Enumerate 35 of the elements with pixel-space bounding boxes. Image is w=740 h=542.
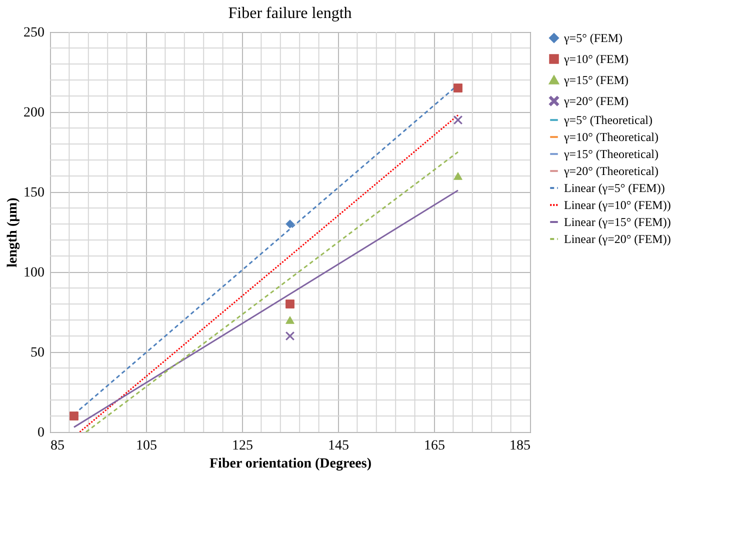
legend-label: γ=5° (FEM): [563, 31, 623, 45]
x-tick-label: 145: [328, 438, 349, 454]
y-tick-label: 250: [24, 26, 44, 40]
x-tick-label: 185: [510, 438, 530, 454]
legend-label: γ=5° (Theoretical): [563, 113, 652, 127]
x-tick-label: 125: [232, 438, 253, 454]
point: [286, 220, 294, 228]
legend-label: γ=20° (FEM): [563, 94, 629, 108]
chart-title: Fiber failure length: [228, 5, 352, 22]
y-tick-label: 0: [38, 426, 44, 440]
x-tick-label: 85: [50, 438, 64, 454]
y-axis-title: length (μm): [6, 197, 20, 268]
x-tick-label: 105: [136, 438, 157, 454]
point: [286, 300, 294, 308]
legend-label: γ=10° (Theoretical): [563, 130, 658, 144]
legend-label: γ=15° (Theoretical): [563, 147, 658, 161]
legend-label: Linear (γ=20° (FEM)): [564, 232, 671, 246]
y-tick-label: 100: [24, 266, 44, 280]
y-tick-label: 150: [24, 186, 44, 200]
point: [70, 412, 78, 420]
point: [454, 172, 462, 180]
legend-label: γ=20° (Theoretical): [563, 164, 658, 178]
x-tick-label: 165: [424, 438, 445, 454]
point: [286, 316, 294, 324]
y-tick-label: 200: [24, 106, 44, 120]
point: [454, 116, 462, 124]
x-axis-title: Fiber orientation (Degrees): [210, 456, 372, 472]
legend-label: Linear (γ=15° (FEM)): [564, 215, 671, 229]
point: [454, 84, 462, 92]
legend-label: γ=15° (FEM): [563, 73, 629, 87]
point: [286, 332, 294, 340]
legend-label: Linear (γ=10° (FEM)): [564, 198, 671, 212]
legend-label: γ=10° (FEM): [563, 52, 629, 66]
legend-label: Linear (γ=5° (FEM)): [564, 181, 665, 195]
y-tick-label: 50: [30, 346, 44, 360]
